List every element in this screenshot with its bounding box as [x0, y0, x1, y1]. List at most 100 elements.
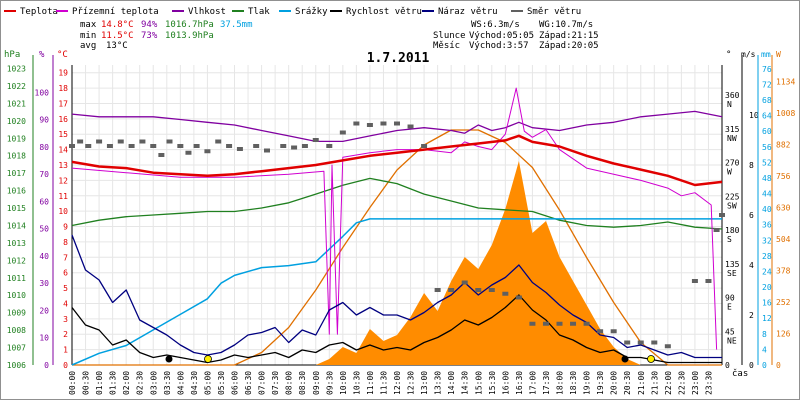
w-tick-label: 1008 [776, 109, 795, 118]
wind-dir-mark [312, 138, 319, 142]
ms-tick-label: 0 [749, 361, 754, 370]
mm-tick-label: 40 [762, 205, 772, 214]
wind-dir-mark [128, 144, 135, 148]
wind-dir-mark [236, 147, 243, 151]
mesic-label: Měsíc [433, 41, 460, 51]
stats-avg-label: avg [80, 41, 96, 51]
w-tick-label: 378 [776, 267, 791, 276]
wind-dir-mark [529, 321, 536, 326]
legend-entry: Směr větru [527, 7, 581, 17]
time-tick-label: 01:30 [109, 371, 118, 395]
hpa-tick-label: 1022 [7, 82, 26, 91]
time-tick-label: 07:00 [258, 371, 267, 395]
wind-dir-mark [301, 144, 308, 148]
stats-max-label: max [80, 20, 97, 30]
legend-entry: Teplota [20, 7, 58, 17]
deg-tick-label: 315 [725, 125, 740, 134]
temp-tick-label: 19 [58, 69, 68, 78]
mm-tick-label: 32 [762, 236, 772, 245]
wind-dir-mark [215, 139, 222, 144]
time-tick-label: 19:00 [583, 371, 592, 395]
time-tick-label: 15:30 [488, 371, 497, 395]
time-tick-label: 18:00 [556, 371, 565, 395]
stats-min-press: 1013.9hPa [165, 31, 214, 41]
stats-max-rain: 37.5mm [220, 20, 253, 30]
axis-units: hPa % °C ° m/s mm W čas [4, 50, 781, 379]
temp-tick-label: 7 [63, 253, 68, 262]
deg-tick-label: 270 [725, 159, 740, 168]
wind-dir-mark [380, 121, 387, 126]
slunce-rise: Východ:05:05 [469, 31, 534, 41]
time-tick-label: 23:00 [691, 371, 700, 395]
temp-tick-label: 10 [58, 207, 68, 216]
stats-max-hum: 94% [141, 20, 158, 30]
wind-dir-mark [691, 279, 698, 283]
w-tick-label: 630 [776, 204, 791, 213]
rain-rate-area [72, 161, 722, 365]
time-tick-label: 14:00 [447, 371, 456, 395]
hpa-tick-label: 1009 [7, 309, 26, 318]
time-tick-label: 19:30 [596, 371, 605, 395]
time-tick-label: 09:00 [312, 371, 321, 395]
wind-dir-mark [264, 148, 270, 153]
mm-tick-label: 72 [762, 80, 772, 89]
time-tick-label: 08:00 [285, 371, 294, 395]
wind-dir-mark [705, 279, 712, 283]
wind-dir-mark [106, 144, 113, 148]
hpa-tick-label: 1015 [7, 204, 26, 213]
wind-dir-mark [117, 139, 124, 144]
time-tick-label: 13:30 [434, 371, 443, 395]
deg-tick-label: 90 [725, 294, 735, 303]
temp-tick-label: 9 [63, 223, 68, 232]
temp-tick-label: 8 [63, 238, 68, 247]
hpa-tick-label: 1012 [7, 256, 26, 265]
wind-dir-mark [253, 144, 260, 148]
hpa-tick-label: 1023 [7, 64, 26, 73]
wind-dir-mark [394, 121, 400, 126]
wind-dir-mark [421, 144, 428, 148]
w-tick-label: 504 [776, 235, 791, 244]
wind-dir-mark [69, 144, 75, 148]
mm-tick-label: 48 [762, 174, 772, 183]
w-tick-label: 882 [776, 141, 791, 150]
deg-tick-label: 45 [725, 327, 735, 336]
time-tick-label: 00:00 [68, 371, 77, 395]
hpa-tick-label: 1011 [7, 274, 26, 283]
stats-min-label: min [80, 31, 96, 41]
time-tick-label: 11:30 [379, 371, 388, 395]
ground-temp-line [71, 87, 718, 350]
deg-dir-label: W [727, 168, 732, 177]
time-tick-label: 20:30 [623, 371, 632, 395]
deg-tick-label: 360 [725, 91, 740, 100]
time-tick-label: 04:30 [190, 371, 199, 395]
time-tick-label: 20:00 [610, 371, 619, 395]
legend-entry: Tlak [248, 7, 270, 17]
temp-tick-label: 6 [63, 269, 68, 278]
time-tick-label: 03:00 [149, 371, 158, 395]
time-tick-label: 03:30 [163, 371, 172, 395]
wind-dir-mark [366, 123, 373, 127]
legend-entry: Srážky [295, 7, 328, 17]
time-tick-label: 13:00 [420, 371, 429, 395]
ms-tick-label: 6 [749, 211, 754, 220]
wind-dir-mark [291, 145, 298, 150]
wind-dir-mark [434, 288, 441, 292]
wind-dir-mark [407, 124, 414, 129]
temp-tick-label: 14 [58, 146, 68, 155]
time-tick-label: 08:30 [298, 371, 307, 395]
mm-tick-label: 60 [762, 127, 772, 136]
wind-dir-mark [502, 291, 509, 296]
wind-info-block: WS:6.3m/s WG:10.7m/s Slunce Východ:05:05… [433, 20, 599, 51]
temperature-line [71, 134, 723, 187]
time-tick-label: 06:00 [231, 371, 240, 395]
wind-ws: WS:6.3m/s [471, 20, 520, 30]
wind-speed-line [71, 294, 722, 364]
legend-entry: Náraz větru [438, 7, 498, 17]
pct-tick-label: 50 [39, 225, 49, 234]
temp-tick-label: 1 [63, 346, 68, 355]
pct-tick-label: 20 [39, 306, 49, 315]
wind-dir-mark [85, 144, 92, 148]
wind-dir-mark [542, 321, 549, 326]
time-tick-label: 05:30 [217, 371, 226, 395]
